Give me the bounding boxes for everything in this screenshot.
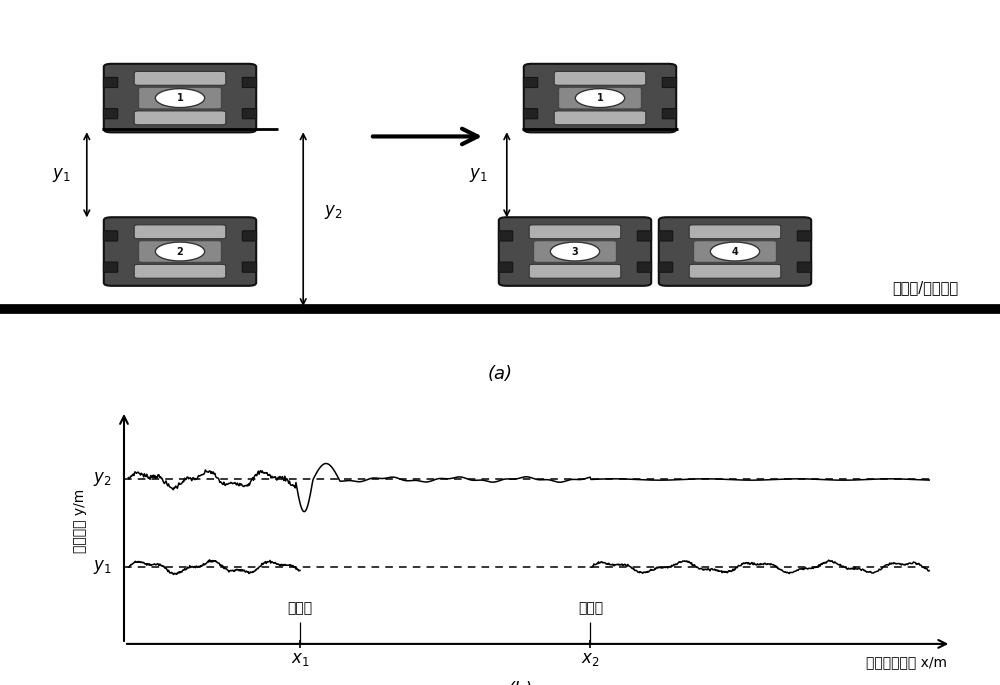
FancyBboxPatch shape [139, 87, 221, 109]
FancyBboxPatch shape [534, 240, 616, 262]
Text: 车辆行驶路程 x/m: 车辆行驶路程 x/m [866, 655, 947, 669]
Text: (b): (b) [507, 682, 533, 685]
FancyBboxPatch shape [134, 111, 226, 125]
FancyBboxPatch shape [797, 231, 812, 241]
Text: 雷达测距 y/m: 雷达测距 y/m [73, 488, 87, 553]
FancyBboxPatch shape [658, 231, 673, 241]
FancyBboxPatch shape [524, 64, 676, 132]
FancyBboxPatch shape [694, 240, 776, 262]
FancyBboxPatch shape [242, 109, 257, 119]
FancyBboxPatch shape [637, 262, 652, 272]
FancyBboxPatch shape [637, 231, 652, 241]
FancyBboxPatch shape [523, 77, 538, 88]
FancyBboxPatch shape [662, 77, 677, 88]
Text: $y_1$: $y_1$ [469, 166, 488, 184]
Circle shape [575, 88, 625, 108]
FancyBboxPatch shape [134, 225, 226, 238]
FancyBboxPatch shape [797, 262, 812, 272]
FancyBboxPatch shape [103, 77, 118, 88]
Text: 建筑物/道路边界: 建筑物/道路边界 [892, 281, 958, 296]
Text: (a): (a) [488, 365, 512, 384]
FancyBboxPatch shape [139, 240, 221, 262]
FancyBboxPatch shape [554, 71, 646, 85]
FancyBboxPatch shape [523, 109, 538, 119]
FancyBboxPatch shape [104, 64, 256, 132]
FancyBboxPatch shape [499, 217, 651, 286]
FancyBboxPatch shape [103, 231, 118, 241]
Text: 1: 1 [177, 93, 183, 103]
FancyBboxPatch shape [658, 262, 673, 272]
Text: 跳变点: 跳变点 [287, 601, 313, 615]
Text: $x_2$: $x_2$ [581, 650, 600, 668]
FancyBboxPatch shape [662, 109, 677, 119]
FancyBboxPatch shape [242, 262, 257, 272]
FancyBboxPatch shape [103, 262, 118, 272]
FancyBboxPatch shape [659, 217, 811, 286]
Text: 4: 4 [732, 247, 738, 256]
Circle shape [155, 88, 205, 108]
FancyBboxPatch shape [242, 77, 257, 88]
Text: 跳变点: 跳变点 [578, 601, 603, 615]
FancyBboxPatch shape [242, 231, 257, 241]
FancyBboxPatch shape [689, 225, 781, 238]
FancyBboxPatch shape [529, 225, 621, 238]
FancyBboxPatch shape [554, 111, 646, 125]
FancyBboxPatch shape [689, 264, 781, 278]
FancyBboxPatch shape [134, 71, 226, 85]
Text: 3: 3 [572, 247, 578, 256]
Text: $y_1$: $y_1$ [93, 558, 111, 576]
Text: 2: 2 [177, 247, 183, 256]
FancyBboxPatch shape [103, 109, 118, 119]
Circle shape [550, 242, 600, 261]
FancyBboxPatch shape [559, 87, 641, 109]
Text: $x_1$: $x_1$ [291, 650, 309, 668]
FancyBboxPatch shape [498, 231, 513, 241]
FancyBboxPatch shape [498, 262, 513, 272]
Text: $y_2$: $y_2$ [324, 203, 342, 221]
Circle shape [155, 242, 205, 261]
FancyBboxPatch shape [529, 264, 621, 278]
FancyBboxPatch shape [104, 217, 256, 286]
Text: 1: 1 [597, 93, 603, 103]
FancyBboxPatch shape [134, 264, 226, 278]
Circle shape [710, 242, 760, 261]
Text: $y_2$: $y_2$ [93, 471, 111, 488]
Text: $y_1$: $y_1$ [52, 166, 71, 184]
